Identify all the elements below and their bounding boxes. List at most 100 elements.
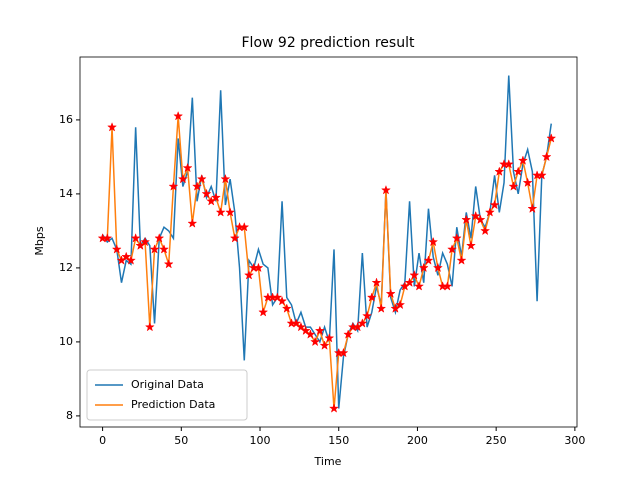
point-marker bbox=[239, 221, 250, 232]
point-marker bbox=[362, 310, 373, 321]
point-marker bbox=[404, 277, 415, 287]
point-marker bbox=[484, 207, 495, 217]
y-axis-label: Mbps bbox=[33, 226, 46, 255]
legend: Original Data Prediction Data bbox=[86, 369, 248, 421]
legend-label: Original Data bbox=[131, 378, 204, 391]
point-marker bbox=[494, 166, 505, 176]
legend-box bbox=[86, 369, 248, 421]
point-marker bbox=[527, 203, 538, 213]
point-marker bbox=[253, 262, 264, 273]
point-marker bbox=[451, 233, 462, 243]
point-marker bbox=[192, 181, 203, 191]
point-marker bbox=[414, 281, 425, 291]
point-marker bbox=[536, 170, 547, 180]
point-marker bbox=[173, 110, 184, 121]
point-marker bbox=[366, 292, 377, 302]
point-marker bbox=[508, 181, 519, 191]
point-marker bbox=[102, 233, 113, 243]
point-marker bbox=[149, 244, 160, 254]
point-marker bbox=[281, 303, 292, 313]
x-tick-label: 0 bbox=[99, 434, 106, 447]
point-marker bbox=[447, 244, 458, 254]
point-marker bbox=[158, 244, 169, 254]
point-marker bbox=[546, 133, 557, 143]
point-marker bbox=[314, 325, 325, 336]
point-marker bbox=[277, 295, 288, 306]
point-marker bbox=[395, 299, 406, 310]
point-marker bbox=[144, 321, 155, 332]
x-axis-label: Time bbox=[314, 455, 342, 468]
point-marker bbox=[310, 336, 321, 347]
point-marker bbox=[196, 173, 207, 184]
point-marker bbox=[107, 122, 118, 132]
point-marker bbox=[432, 262, 443, 273]
x-tick-label: 200 bbox=[407, 434, 428, 447]
point-marker bbox=[385, 288, 396, 299]
point-marker bbox=[465, 240, 476, 250]
point-marker bbox=[517, 155, 528, 165]
point-marker bbox=[376, 303, 387, 313]
point-marker bbox=[409, 270, 420, 280]
series-line bbox=[101, 75, 553, 409]
point-marker bbox=[503, 159, 514, 169]
point-marker bbox=[522, 177, 533, 188]
point-marker bbox=[442, 281, 453, 291]
point-marker bbox=[324, 332, 335, 343]
point-marker bbox=[305, 329, 316, 339]
point-marker bbox=[343, 329, 354, 339]
point-marker bbox=[475, 214, 486, 225]
point-marker bbox=[121, 251, 132, 262]
y-tick-label: 10 bbox=[59, 335, 73, 348]
point-marker bbox=[125, 255, 136, 265]
point-marker bbox=[338, 347, 349, 358]
y-tick-label: 8 bbox=[66, 409, 73, 422]
point-marker bbox=[418, 262, 429, 273]
x-tick-label: 150 bbox=[328, 434, 349, 447]
y-tick-label: 14 bbox=[59, 187, 73, 200]
point-marker bbox=[215, 207, 226, 217]
point-marker bbox=[513, 166, 524, 176]
point-marker bbox=[163, 258, 174, 269]
point-marker bbox=[111, 244, 122, 254]
point-marker bbox=[329, 403, 340, 413]
chart-title: Flow 92 prediction result bbox=[242, 35, 415, 51]
legend-label: Prediction Data bbox=[131, 398, 215, 411]
point-marker bbox=[423, 255, 434, 265]
x-tick-label: 100 bbox=[250, 434, 271, 447]
point-marker bbox=[229, 233, 240, 243]
point-marker bbox=[461, 214, 472, 225]
point-marker bbox=[187, 218, 198, 228]
point-marker bbox=[371, 277, 382, 287]
point-marker bbox=[220, 173, 231, 184]
point-marker bbox=[541, 151, 552, 162]
point-marker bbox=[182, 162, 193, 173]
point-marker bbox=[258, 307, 269, 317]
point-marker bbox=[130, 233, 141, 243]
point-marker bbox=[168, 181, 179, 191]
point-marker bbox=[319, 340, 330, 350]
point-marker bbox=[225, 207, 236, 217]
x-tick-label: 250 bbox=[486, 434, 507, 447]
point-marker bbox=[243, 270, 255, 280]
point-marker bbox=[357, 318, 368, 328]
point-marker bbox=[201, 188, 212, 199]
x-tick-label: 50 bbox=[174, 434, 188, 447]
point-marker bbox=[295, 321, 306, 332]
point-marker bbox=[456, 255, 467, 265]
point-marker bbox=[177, 173, 188, 184]
x-tick-label: 300 bbox=[564, 434, 585, 447]
y-tick-label: 16 bbox=[59, 113, 73, 126]
point-marker bbox=[480, 225, 491, 236]
point-marker bbox=[380, 184, 391, 195]
point-marker bbox=[470, 210, 481, 221]
point-marker bbox=[210, 192, 221, 202]
point-marker bbox=[428, 236, 439, 247]
plot-frame bbox=[79, 56, 578, 428]
y-tick-label: 12 bbox=[59, 261, 73, 274]
point-marker bbox=[140, 236, 151, 247]
point-marker bbox=[489, 199, 500, 210]
point-marker bbox=[291, 318, 302, 328]
point-marker bbox=[272, 292, 283, 302]
